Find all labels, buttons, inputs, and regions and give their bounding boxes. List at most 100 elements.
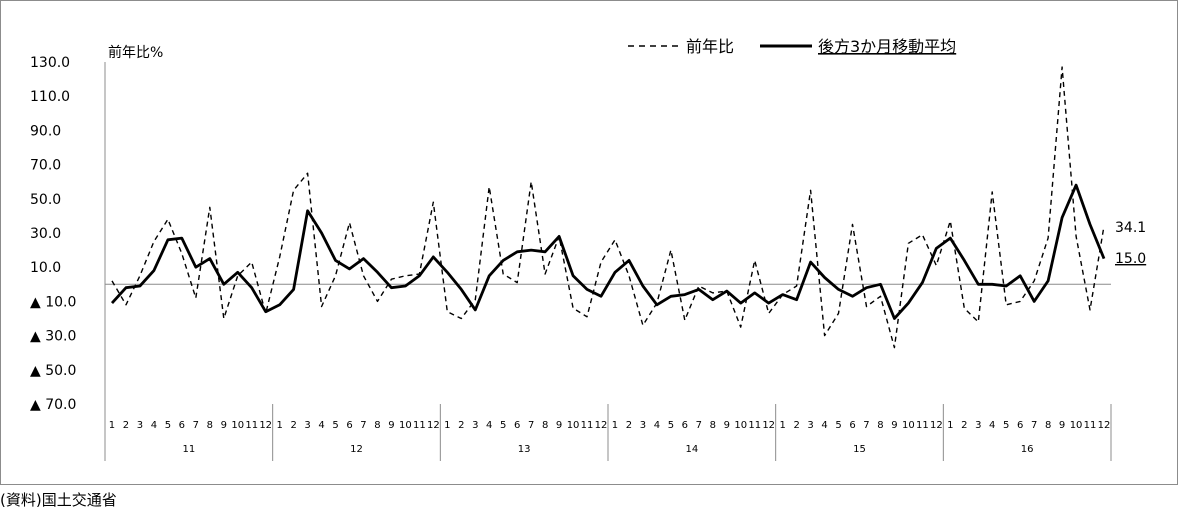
x-month-label: 8: [710, 420, 716, 431]
x-month-label: 11: [413, 420, 426, 431]
end-label-yoy: 34.1: [1115, 220, 1146, 236]
x-month-label: 12: [427, 420, 440, 431]
x-year-label: 16: [1021, 444, 1034, 455]
x-month-label: 6: [346, 420, 352, 431]
y-tick-label: 50.0: [30, 192, 61, 208]
x-month-label: 3: [640, 420, 646, 431]
x-month-label: 6: [849, 420, 855, 431]
x-month-label: 11: [916, 420, 929, 431]
x-month-label: 8: [374, 420, 380, 431]
x-month-label: 11: [581, 420, 594, 431]
x-month-label: 4: [989, 420, 995, 431]
x-year-label: 13: [518, 444, 531, 455]
x-month-label: 9: [388, 420, 394, 431]
x-month-label: 12: [595, 420, 608, 431]
chart-frame: [0, 0, 1178, 485]
x-month-label: 3: [137, 420, 143, 431]
x-month-label: 3: [472, 420, 478, 431]
x-month-label: 12: [1098, 420, 1111, 431]
axis-layer: 130.0 110.0 90.0 70.0 50.0 30.0 10.0 ▲ 10.0 ▲ 30…: [30, 55, 1112, 461]
y-tick-label: 130.0: [30, 55, 70, 71]
x-month-label: 6: [514, 420, 520, 431]
y-tick-label: 110.0: [30, 89, 70, 105]
x-month-label: 4: [654, 420, 660, 431]
x-month-label: 10: [902, 420, 915, 431]
y-tick-label: 90.0: [30, 123, 61, 139]
x-month-label: 5: [165, 420, 171, 431]
x-month-label: 11: [748, 420, 761, 431]
x-month-label: 2: [290, 420, 296, 431]
x-month-label: 1: [276, 420, 282, 431]
x-month-label: 10: [399, 420, 412, 431]
x-month-label: 8: [877, 420, 883, 431]
x-month-label: 11: [245, 420, 258, 431]
x-month-label: 7: [696, 420, 702, 431]
x-year-label: 12: [350, 444, 363, 455]
x-month-label: 5: [1003, 420, 1009, 431]
x-year-label: 14: [685, 444, 698, 455]
x-month-label: 12: [259, 420, 272, 431]
x-month-label: 10: [567, 420, 580, 431]
x-month-label: 4: [486, 420, 492, 431]
x-month-label: 2: [458, 420, 464, 431]
source-note: (資料)国土交通省: [0, 491, 117, 509]
x-month-label: 2: [961, 420, 967, 431]
x-month-label: 4: [318, 420, 324, 431]
y-tick-label: 10.0: [30, 260, 61, 276]
x-month-label: 10: [1070, 420, 1083, 431]
x-month-label: 1: [444, 420, 450, 431]
y-tick-label: ▲ 30.0: [30, 329, 76, 345]
y-axis-title: 前年比%: [108, 44, 163, 61]
x-month-label: 2: [626, 420, 632, 431]
y-tick-label: 30.0: [30, 226, 61, 242]
x-month-label: 7: [193, 420, 199, 431]
x-month-label: 5: [835, 420, 841, 431]
legend-yoy-label: 前年比: [686, 37, 734, 56]
x-month-label: 7: [360, 420, 366, 431]
x-month-label: 9: [891, 420, 897, 431]
x-month-label: 9: [1059, 420, 1065, 431]
x-month-label: 5: [500, 420, 506, 431]
x-month-label: 8: [207, 420, 213, 431]
x-month-label: 9: [221, 420, 227, 431]
x-month-label: 7: [528, 420, 534, 431]
series-layer: [110, 66, 1106, 349]
x-month-label: 5: [332, 420, 338, 431]
y-tick-label: ▲ 10.0: [30, 294, 76, 310]
x-month-label: 1: [612, 420, 618, 431]
x-month-label: 5: [668, 420, 674, 431]
x-year-label: 11: [182, 444, 195, 455]
x-month-label: 8: [1045, 420, 1051, 431]
x-month-label: 3: [304, 420, 310, 431]
x-month-label: 7: [1031, 420, 1037, 431]
x-month-label: 12: [762, 420, 775, 431]
x-month-label: 9: [556, 420, 562, 431]
x-year-label: 15: [853, 444, 866, 455]
x-month-label: 6: [1017, 420, 1023, 431]
end-label-ma: 15.0: [1115, 251, 1146, 267]
y-tick-label: ▲ 50.0: [30, 363, 76, 379]
x-month-label: 3: [807, 420, 813, 431]
x-month-label: 2: [123, 420, 129, 431]
x-month-label: 9: [724, 420, 730, 431]
y-tick-label: ▲ 70.0: [30, 397, 76, 413]
x-month-label: 8: [542, 420, 548, 431]
x-month-label: 6: [179, 420, 185, 431]
x-month-label: 1: [779, 420, 785, 431]
x-month-label: 3: [975, 420, 981, 431]
x-month-label: 10: [734, 420, 747, 431]
x-month-label: 4: [821, 420, 827, 431]
x-month-label: 4: [151, 420, 157, 431]
legend: 前年比 後方3か月移動平均: [628, 37, 956, 56]
x-month-label: 1: [109, 420, 115, 431]
series-line-yoy: [111, 66, 1105, 349]
x-month-label: 6: [682, 420, 688, 431]
x-month-label: 12: [930, 420, 943, 431]
x-month-label: 1: [947, 420, 953, 431]
x-month-label: 7: [863, 420, 869, 431]
series-line-moving-average: [110, 183, 1106, 320]
legend-ma-label: 後方3か月移動平均: [818, 37, 956, 56]
x-month-label: 10: [231, 420, 244, 431]
y-tick-label: 70.0: [30, 158, 61, 174]
